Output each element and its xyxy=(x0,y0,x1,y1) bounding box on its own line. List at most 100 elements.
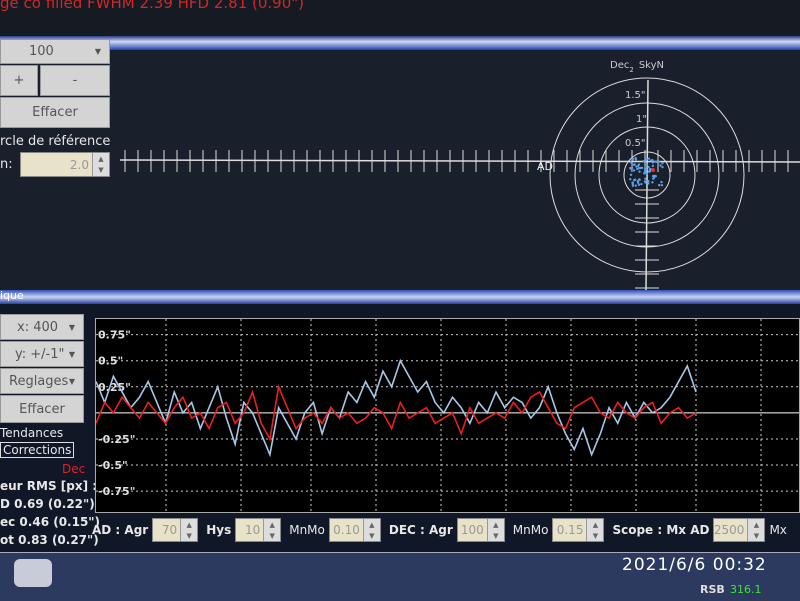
ring-3 xyxy=(549,77,745,273)
dec-aggr-label: DEC : Agr xyxy=(388,523,453,537)
radius-label: n: xyxy=(0,157,13,172)
ra-minmo-label: MnMo xyxy=(289,523,325,537)
scatter-point xyxy=(647,182,650,185)
chevron-down-icon: ▼ xyxy=(68,376,75,386)
rms-total: ot 0.83 (0.27") xyxy=(0,533,99,547)
spin-arrows-icon[interactable]: ▲ ▼ xyxy=(362,519,380,541)
scatter-point xyxy=(638,170,641,173)
zoom-out-button[interactable]: - xyxy=(40,65,110,96)
spin-arrows-icon[interactable]: ▲ ▼ xyxy=(486,519,504,541)
target-clear-button[interactable]: Effacer xyxy=(0,97,110,128)
ring-label-1: 1" xyxy=(636,114,647,125)
scatter-point xyxy=(631,181,634,184)
scope-max-ra-label: Scope : Mx AD xyxy=(612,523,710,537)
scope-max-ra-value: 2500 xyxy=(713,523,745,537)
ra-axis-ticks xyxy=(124,150,789,289)
ring-1 xyxy=(598,126,696,224)
scatter-point-latest xyxy=(651,168,655,172)
corrections-checkbox[interactable]: Corrections xyxy=(0,442,75,458)
scale-value: 100 xyxy=(29,44,54,59)
settings-value: Reglages xyxy=(9,373,69,389)
chevron-down-icon: ▼ xyxy=(68,322,75,332)
scatter-point xyxy=(644,163,648,166)
scatter-point xyxy=(629,177,632,181)
scatter-point xyxy=(661,162,664,165)
ra-aggr-value: 70 xyxy=(161,523,178,537)
ra-aggr-label: AD : Agr xyxy=(92,523,149,537)
scope-max-ra-spinner[interactable]: 2500 ▲ ▼ xyxy=(713,518,766,542)
scatter-point xyxy=(657,183,661,187)
y-range-select[interactable]: y: +/-1" ▼ xyxy=(0,341,84,367)
scatter-point xyxy=(644,181,647,184)
rms-dec: ec 0.46 (0.15") xyxy=(0,515,101,529)
spin-arrows-icon[interactable]: ▲ ▼ xyxy=(586,519,604,541)
status-bar: RSB 316.1 xyxy=(0,552,800,601)
star-profile-status: ge co filled FWHM 2.39 HFD 2.81 (0.90") xyxy=(0,0,305,12)
ring-label-0-5: 0.5" xyxy=(625,138,646,149)
scatter-point xyxy=(631,184,635,187)
scatter-point xyxy=(634,156,637,160)
scatter-point xyxy=(637,178,641,181)
ra-aggr-spinner[interactable]: 70 ▲ ▼ xyxy=(152,518,199,542)
photo-timestamp: 2021/6/6 00:32 xyxy=(622,555,767,575)
y-tick-label: 0.25" xyxy=(98,381,131,394)
ra-minmo-spinner[interactable]: 0.10 ▲ ▼ xyxy=(328,518,381,542)
settings-select[interactable]: Reglages ▼ xyxy=(0,368,84,394)
spin-arrows-icon[interactable]: ▲ ▼ xyxy=(92,153,109,176)
y-tick-label: -0.25" xyxy=(98,433,135,446)
radius-spinner[interactable]: 2.0 ▲ ▼ xyxy=(20,152,110,177)
spin-arrows-icon[interactable]: ▲ ▼ xyxy=(180,519,198,541)
y-tick-label: -0.75" xyxy=(98,485,135,498)
ra-axis-label: AD xyxy=(537,160,553,173)
ra-axis xyxy=(119,159,800,163)
scatter-point xyxy=(653,174,656,178)
dec-minmo-spinner[interactable]: 0.15 ▲ ▼ xyxy=(552,518,605,542)
graph-panel-title: ique xyxy=(0,289,24,302)
scatter-point xyxy=(635,165,638,168)
scatter-point xyxy=(634,184,637,187)
scatter-point xyxy=(648,169,652,173)
rms-ra: D 0.69 (0.22") xyxy=(0,497,95,511)
y-tick-label: 0.75" xyxy=(98,329,131,342)
scatter-point xyxy=(657,160,660,164)
ra-minmo-value: 0.10 xyxy=(333,523,360,537)
guide-controls-row: AD : Agr 70 ▲ ▼ Hys 10 ▲ ▼ MnMo 0.10 ▲ ▼ DEC :… xyxy=(92,518,787,542)
scatter-point xyxy=(647,166,650,169)
chat-bubble-icon[interactable] xyxy=(14,559,52,587)
spin-arrows-icon[interactable]: ▲ ▼ xyxy=(747,519,765,541)
scatter-point xyxy=(659,164,662,167)
y-tick-label: 0.5" xyxy=(98,355,123,368)
max-dec-label: Mx xyxy=(769,523,787,537)
rms-title: eur RMS [px] : xyxy=(0,479,98,493)
guide-star-scatter xyxy=(629,156,664,187)
trends-checkbox[interactable]: Tendances xyxy=(0,426,64,440)
scatter-point xyxy=(633,163,636,166)
scatter-point xyxy=(629,161,633,164)
chevron-down-icon: ▼ xyxy=(68,349,75,359)
hysteresis-value: 10 xyxy=(244,523,261,537)
ring-label-1-5: 1.5" xyxy=(625,90,646,101)
spin-arrows-icon[interactable]: ▲ ▼ xyxy=(263,519,281,541)
panel-title-bar xyxy=(0,36,800,50)
dec-aggr-value: 100 xyxy=(460,523,484,537)
scatter-point xyxy=(645,158,648,161)
scatter-point xyxy=(650,159,653,162)
scatter-point xyxy=(651,181,654,184)
dec-axis-label: Dec xyxy=(610,60,629,71)
ring-2 xyxy=(574,102,720,248)
scale-select[interactable]: 100 ▼ xyxy=(0,39,110,64)
graph-clear-button[interactable]: Effacer xyxy=(0,395,84,423)
dec-axis-sub: 2 xyxy=(629,66,633,74)
scatter-point xyxy=(631,158,635,162)
guide-graph: 0.75" 0.5" 0.25" -0.25" -0.5" -0.75" xyxy=(95,318,800,513)
hysteresis-spinner[interactable]: 10 ▲ ▼ xyxy=(235,518,282,542)
hysteresis-label: Hys xyxy=(206,523,232,537)
scatter-point xyxy=(632,169,636,172)
dec-minmo-value: 0.15 xyxy=(556,523,584,537)
dec-aggr-spinner[interactable]: 100 ▲ ▼ xyxy=(456,518,505,542)
reference-circle-checkbox[interactable]: rcle de référence xyxy=(0,134,111,149)
zoom-in-button[interactable]: + xyxy=(0,65,38,96)
scatter-point xyxy=(651,161,655,164)
snr-label: RSB xyxy=(700,583,725,596)
x-range-select[interactable]: x: 400 ▼ xyxy=(0,314,84,340)
